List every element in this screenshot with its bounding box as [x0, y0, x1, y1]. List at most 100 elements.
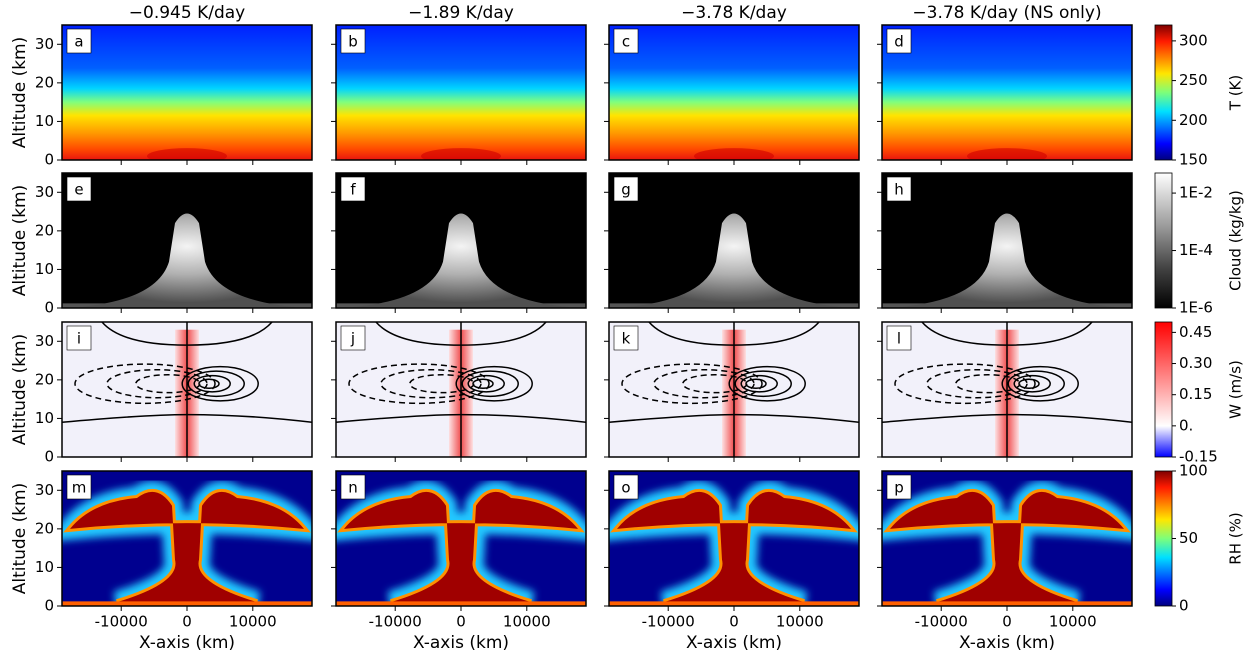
colorbar-tick-label: 1E-6 [1179, 299, 1213, 317]
cloud-plume [77, 213, 297, 308]
panel-letter: l [897, 330, 901, 348]
contour-solid [455, 365, 533, 402]
x-tick-label: -10000 [369, 613, 422, 631]
colorbar: 1E-6 1E-4 1E-2 Cloud (kg/kg) [1154, 172, 1245, 317]
x-tick-label: 10000 [229, 613, 277, 631]
column-title: −3.78 K/day (NS only) [912, 3, 1101, 23]
panel-letter-box [613, 474, 639, 500]
panel: d [877, 24, 1133, 165]
contour-solid [1013, 374, 1051, 393]
panel-letter-box [340, 474, 366, 500]
contour-solid [1018, 378, 1040, 389]
panel-content [882, 471, 1132, 606]
x-tick-label: 0 [182, 613, 192, 631]
panel-letter-box [66, 28, 92, 54]
x-tick-label: 0 [456, 613, 466, 631]
colorbar-scale [1154, 321, 1173, 458]
cloud-plume [624, 213, 844, 308]
contour-dashed [894, 363, 1036, 405]
panel: j [331, 321, 587, 462]
contour-solid [745, 378, 767, 389]
colorbar-tick-label: 100 [1179, 462, 1208, 480]
y-tick-label: 10 [35, 112, 54, 130]
panel-content [62, 322, 312, 457]
panel: e 0 10 20 30 Altitude (km) [10, 172, 313, 317]
panel-letter: a [74, 33, 83, 51]
warm-core [421, 148, 501, 160]
contour-dashed [621, 363, 763, 405]
panel: f [331, 172, 587, 313]
colorbar-scale [1154, 24, 1173, 161]
contour-dashed [106, 368, 208, 399]
x-tick-label: -10000 [642, 613, 695, 631]
contour-solid [461, 370, 519, 398]
panel-letter-box [886, 474, 912, 500]
panel-letter: f [350, 181, 356, 199]
contour-dashed [409, 374, 475, 394]
x-tick-label: 10000 [776, 613, 824, 631]
y-tick-label: 0 [44, 299, 54, 317]
panel-letter: c [622, 33, 630, 51]
x-tick-label: 0 [1002, 613, 1012, 631]
panel-letter: g [621, 181, 631, 199]
contour-solid [187, 370, 245, 398]
colorbar-tick-label: 0 [1179, 597, 1189, 615]
panel-content [609, 322, 859, 457]
x-tick-label: 10000 [1049, 613, 1097, 631]
contour-solid [181, 365, 259, 402]
contour-dashed [653, 368, 755, 399]
panel-content [62, 173, 312, 308]
contour-dashed [955, 374, 1021, 394]
column-title: −0.945 K/day [129, 3, 245, 23]
contour-dashed [682, 374, 748, 394]
panel-content [336, 471, 586, 606]
y-tick-label: 10 [35, 260, 54, 278]
panel-content [336, 322, 586, 457]
contour-solid [198, 378, 220, 389]
y-axis-label: Altitude (km) [10, 37, 30, 149]
panel-letter: p [894, 479, 904, 497]
contour-solid [728, 365, 806, 402]
y-tick-label: 10 [35, 558, 54, 576]
colorbar: 150 200 250 300 T (K) [1154, 24, 1245, 169]
colorbar-tick-label: 150 [1179, 151, 1208, 169]
contour-dashed [74, 363, 216, 405]
y-tick-label: 20 [35, 370, 54, 388]
x-tick-label: -10000 [95, 613, 148, 631]
colorbar-tick-label: 250 [1179, 71, 1208, 89]
colorbar-label: Cloud (kg/kg) [1227, 190, 1245, 291]
panel: i 0 10 20 30 Altitude (km) [10, 321, 313, 466]
colorbar-tick-label: 0. [1179, 416, 1193, 434]
panel-letter: k [622, 330, 631, 348]
y-tick-label: 20 [35, 73, 54, 91]
panel-content [882, 25, 1132, 160]
colorbar-tick-label: 50 [1179, 529, 1198, 547]
temperature-field [882, 25, 1132, 160]
column-title: −3.78 K/day [681, 3, 787, 23]
panel: n -10000 0 10000 X-axis (km) [331, 470, 587, 653]
panel-letter-box [886, 176, 912, 202]
warm-core [967, 148, 1047, 160]
rh-core [70, 491, 304, 603]
x-axis-label: X-axis (km) [959, 633, 1055, 653]
panel: h [877, 172, 1133, 313]
y-axis-label: Altitude (km) [10, 185, 30, 297]
panel: a 0 10 20 30 Altitude (km) [10, 24, 313, 169]
panel-letter-box [340, 176, 366, 202]
colorbar-scale [1154, 470, 1173, 607]
panel-letter-box [613, 176, 639, 202]
panel-letter-box [66, 176, 92, 202]
y-tick-label: 30 [35, 481, 54, 499]
panel-content [62, 471, 312, 606]
panel-letter: d [894, 33, 904, 51]
panel-letter-box [613, 325, 639, 351]
panel-letter-box [66, 474, 92, 500]
rh-surface [336, 601, 586, 606]
panel-letter-box [340, 28, 366, 54]
panel-content [609, 173, 859, 308]
y-axis-label: Altitude (km) [10, 483, 30, 595]
colorbar-tick-label: 0.30 [1179, 354, 1212, 372]
contour-dashed [926, 368, 1028, 399]
colorbar-label: RH (%) [1227, 512, 1245, 564]
